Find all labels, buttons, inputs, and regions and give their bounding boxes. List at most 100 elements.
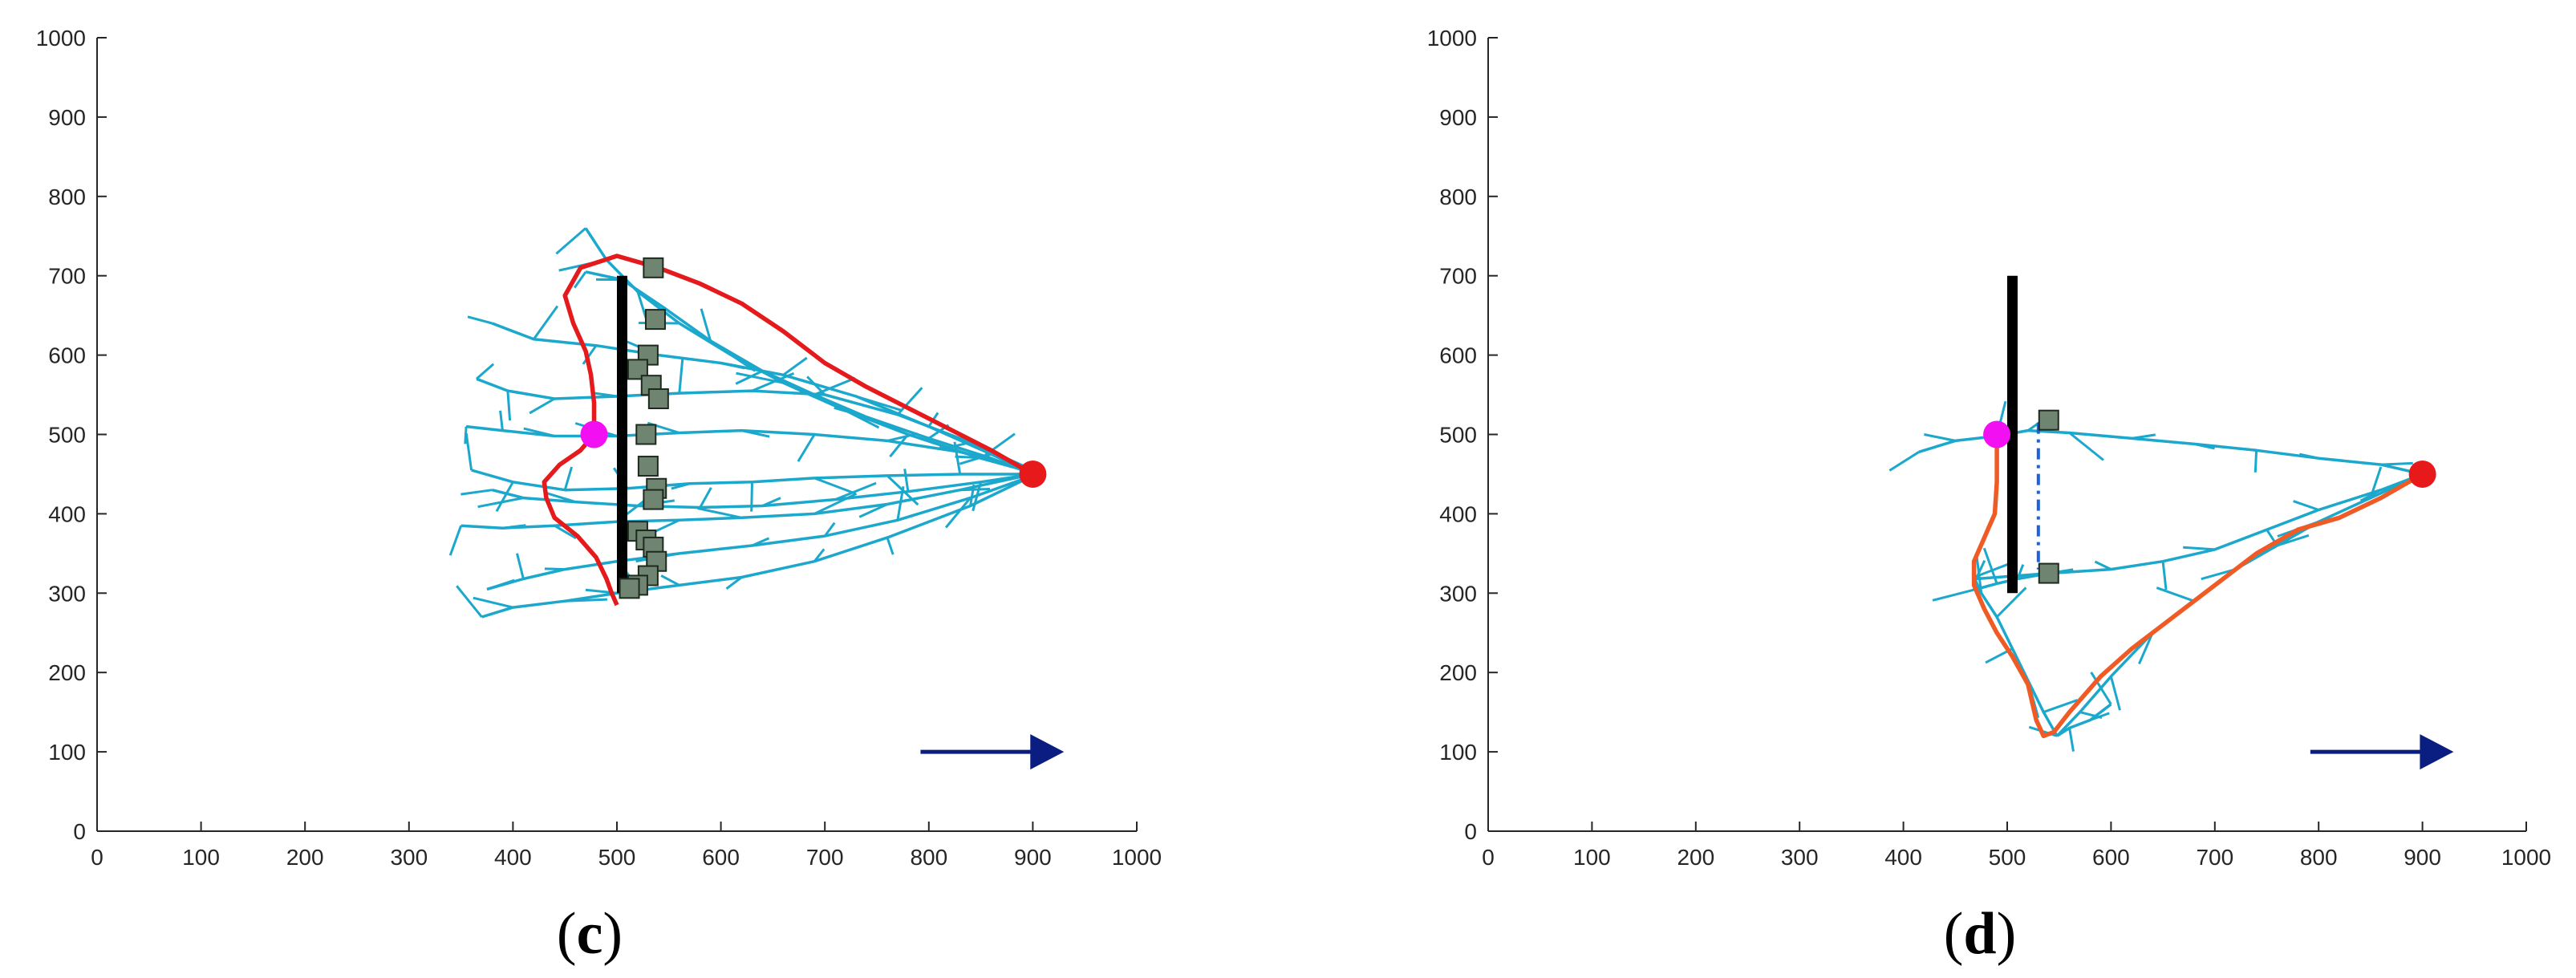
tree-twig xyxy=(813,548,826,562)
tree-twig xyxy=(845,409,880,429)
tree-twig xyxy=(797,433,816,462)
tree-twig xyxy=(1974,562,2010,578)
y-tick-label: 1000 xyxy=(36,26,86,51)
tree-twig xyxy=(2380,461,2413,466)
y-tick-label: 900 xyxy=(48,105,86,130)
y-tick-label: 700 xyxy=(48,264,86,289)
y-tick-label: 900 xyxy=(1439,105,1477,130)
tree-twig xyxy=(506,390,512,421)
tree-twig xyxy=(2090,672,2112,705)
x-tick-label: 600 xyxy=(2092,845,2130,870)
tree-twig xyxy=(2298,452,2319,460)
tree-twig xyxy=(782,356,808,376)
x-tick-label: 700 xyxy=(2196,845,2233,870)
x-tick-label: 500 xyxy=(598,845,636,870)
tree-twig xyxy=(834,481,877,501)
tree-twig xyxy=(476,363,495,380)
tree-branch xyxy=(460,473,1033,530)
tree-twig xyxy=(2193,442,2215,450)
tree-twig xyxy=(546,492,576,504)
tree-twig xyxy=(2293,500,2319,511)
sampled-node xyxy=(619,578,640,599)
sampled-node xyxy=(2038,409,2059,431)
tree-twig xyxy=(495,481,514,513)
tree-twig xyxy=(903,469,910,492)
tree-twig xyxy=(2068,728,2075,752)
tree-twig xyxy=(2201,568,2237,581)
y-tick-label: 100 xyxy=(1439,740,1477,765)
tree-twig xyxy=(2369,466,2383,499)
tree-twig xyxy=(448,525,463,556)
sampled-node xyxy=(647,388,669,409)
tree-twig xyxy=(523,427,555,437)
y-tick-label: 0 xyxy=(73,819,86,844)
tree-twig xyxy=(660,574,680,586)
tree-twig xyxy=(2109,676,2121,711)
tree-twig xyxy=(736,371,784,384)
panel-c: 0 100 200 300 400 500 600 700 800 900 1000 0 100 200 3… xyxy=(36,26,1162,967)
tree-branch xyxy=(471,469,1033,492)
x-tick-label: 1000 xyxy=(1112,845,1162,870)
panel-c-marks xyxy=(580,257,1065,770)
tree-branch xyxy=(2056,703,2112,737)
tree-twig xyxy=(751,372,795,392)
tree-twig xyxy=(2183,546,2215,551)
sampled-node xyxy=(643,257,664,278)
tree-twig xyxy=(700,308,712,342)
start-point xyxy=(580,420,608,448)
tree-twig xyxy=(554,524,577,540)
tree-twig xyxy=(761,497,781,507)
tree-twig xyxy=(555,227,587,255)
tree-branch xyxy=(2027,428,2423,476)
tree-twig xyxy=(671,482,691,490)
x-tick-label: 500 xyxy=(1989,845,2026,870)
tree-twig xyxy=(2253,450,2258,473)
goal-point xyxy=(1019,460,1047,488)
y-tick-label: 200 xyxy=(1439,660,1477,685)
tree-branch xyxy=(465,424,1033,472)
y-tick-label: 100 xyxy=(48,740,86,765)
sampled-node xyxy=(637,456,659,477)
tree-twig xyxy=(573,270,587,289)
panel-c-label: (c) xyxy=(557,901,623,967)
panel-d-tree xyxy=(1888,400,2424,752)
tree-twig xyxy=(959,488,991,492)
y-tick-label: 300 xyxy=(48,581,86,606)
tree-twig xyxy=(889,433,910,458)
tree-branch xyxy=(481,474,1034,619)
tree-twig xyxy=(720,362,745,370)
tree-twig xyxy=(980,432,1016,460)
direction-arrow-head xyxy=(2420,734,2454,770)
x-tick-label: 0 xyxy=(91,845,103,870)
y-tick-label: 400 xyxy=(1439,501,1477,526)
panel-c-tree xyxy=(448,227,1034,619)
tree-twig xyxy=(467,315,493,325)
tree-twig xyxy=(2068,432,2104,461)
tree-branch xyxy=(2055,473,2424,737)
tree-twig xyxy=(499,410,504,431)
y-tick-label: 600 xyxy=(1439,343,1477,368)
tree-twig xyxy=(699,487,712,509)
tree-twig xyxy=(2156,586,2195,603)
tree-twig xyxy=(486,578,515,590)
tree-branch xyxy=(476,377,1034,472)
x-tick-label: 300 xyxy=(1781,845,1819,870)
y-tick-label: 0 xyxy=(1464,819,1477,844)
tree-twig xyxy=(473,596,513,609)
tree-twig xyxy=(735,370,764,385)
tree-twig xyxy=(477,497,524,509)
tree-twig xyxy=(2094,560,2112,570)
tree-twig xyxy=(590,392,618,398)
tree-twig xyxy=(2161,561,2168,590)
tree-twig xyxy=(730,354,757,372)
y-tick-label: 400 xyxy=(48,501,86,526)
tree-twig xyxy=(2016,564,2025,580)
panel-d-ticks: 0 100 200 300 400 500 600 700 800 900 1000 0 100 200 3… xyxy=(1427,26,2551,870)
tree-twig xyxy=(678,357,684,394)
tree-twig xyxy=(582,344,598,365)
tree-twig xyxy=(2089,712,2110,721)
tree-twig xyxy=(1982,547,1998,584)
tree-twig xyxy=(823,521,836,537)
start-point xyxy=(1983,420,2011,448)
